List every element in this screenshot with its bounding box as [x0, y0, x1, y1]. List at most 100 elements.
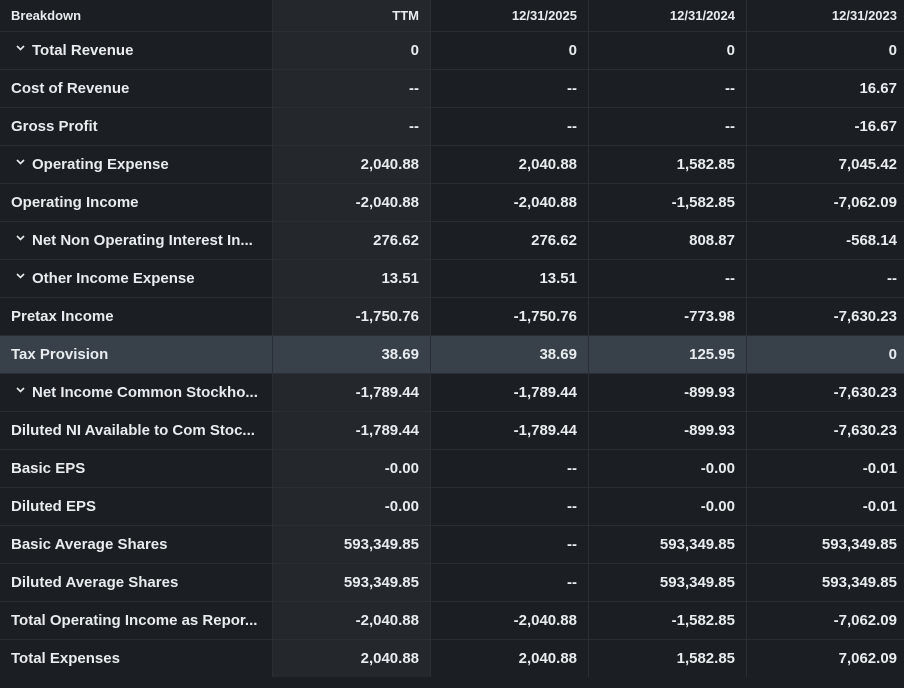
- row-label: Operating Income: [0, 184, 272, 221]
- value-cell-2024: 808.87: [589, 222, 746, 259]
- value-cell-2024: --: [589, 70, 746, 107]
- row-label-expandable[interactable]: Net Non Operating Interest In...: [0, 222, 272, 259]
- value-cell-2024: --: [589, 260, 746, 297]
- chevron-down-icon[interactable]: [16, 159, 25, 167]
- value-cell-ttm: --: [273, 108, 430, 145]
- value-cell-2025: 276.62: [431, 222, 588, 259]
- row-label: Basic Average Shares: [0, 526, 272, 563]
- value-cell-2025: -1,789.44: [431, 374, 588, 411]
- row-label: Total Expenses: [0, 640, 272, 677]
- value-cell-2025: --: [431, 526, 588, 563]
- value-cell-2025: -2,040.88: [431, 184, 588, 221]
- value-cell-ttm: 276.62: [273, 222, 430, 259]
- value-cell-2024: 593,349.85: [589, 564, 746, 601]
- row-label-text: Basic EPS: [11, 460, 86, 477]
- value-cell-2023: -7,630.23: [747, 374, 904, 411]
- value-cell-2024: --: [589, 108, 746, 145]
- value-cell-2025: 0: [431, 32, 588, 69]
- value-cell-2023: 0: [747, 336, 904, 373]
- value-cell-2024: 1,582.85: [589, 640, 746, 677]
- column-header-2025[interactable]: 12/31/2025: [431, 0, 588, 31]
- value-cell-2024: 125.95: [589, 336, 746, 373]
- value-cell-2024: -899.93: [589, 412, 746, 449]
- row-label-text: Operating Income: [11, 194, 139, 211]
- column-header-2024[interactable]: 12/31/2024: [589, 0, 746, 31]
- value-cell-ttm: 2,040.88: [273, 640, 430, 677]
- row-label-text: Gross Profit: [11, 118, 98, 135]
- value-cell-2025: 2,040.88: [431, 640, 588, 677]
- value-cell-2023: 7,062.09: [747, 640, 904, 677]
- chevron-down-icon[interactable]: [16, 45, 25, 53]
- row-label: Gross Profit: [0, 108, 272, 145]
- value-cell-ttm: -1,789.44: [273, 374, 430, 411]
- value-cell-2024: -0.00: [589, 488, 746, 525]
- value-cell-ttm: 0: [273, 32, 430, 69]
- row-label: Diluted EPS: [0, 488, 272, 525]
- value-cell-2025: --: [431, 564, 588, 601]
- row-label-expandable[interactable]: Other Income Expense: [0, 260, 272, 297]
- chevron-down-icon[interactable]: [16, 387, 25, 395]
- value-cell-2025: 2,040.88: [431, 146, 588, 183]
- row-label: Diluted Average Shares: [0, 564, 272, 601]
- row-label-expandable[interactable]: Net Income Common Stockho...: [0, 374, 272, 411]
- column-header-ttm[interactable]: TTM: [273, 0, 430, 31]
- row-label-text: Total Operating Income as Repor...: [11, 612, 258, 629]
- row-label: Basic EPS: [0, 450, 272, 487]
- value-cell-2023: --: [747, 260, 904, 297]
- value-cell-2023: -7,630.23: [747, 298, 904, 335]
- row-label: Pretax Income: [0, 298, 272, 335]
- value-cell-2025: --: [431, 70, 588, 107]
- row-label-text: Diluted EPS: [11, 498, 97, 515]
- value-cell-2025: -1,750.76: [431, 298, 588, 335]
- value-cell-2025: --: [431, 108, 588, 145]
- value-cell-ttm: 593,349.85: [273, 526, 430, 563]
- value-cell-2023: -7,062.09: [747, 184, 904, 221]
- value-cell-2024: -0.00: [589, 450, 746, 487]
- value-cell-ttm: 593,349.85: [273, 564, 430, 601]
- value-cell-2023: -568.14: [747, 222, 904, 259]
- value-cell-ttm: -0.00: [273, 488, 430, 525]
- row-label: Cost of Revenue: [0, 70, 272, 107]
- value-cell-ttm: 2,040.88: [273, 146, 430, 183]
- value-cell-2025: -2,040.88: [431, 602, 588, 639]
- value-cell-2025: 38.69: [431, 336, 588, 373]
- column-header-2023[interactable]: 12/31/2023: [747, 0, 904, 31]
- value-cell-2025: 13.51: [431, 260, 588, 297]
- value-cell-2023: 593,349.85: [747, 526, 904, 563]
- row-label-text: Pretax Income: [11, 308, 114, 325]
- value-cell-2024: 1,582.85: [589, 146, 746, 183]
- value-cell-2023: -0.01: [747, 488, 904, 525]
- chevron-down-icon[interactable]: [16, 235, 25, 243]
- row-label: Tax Provision: [0, 336, 272, 373]
- row-label: Diluted NI Available to Com Stoc...: [0, 412, 272, 449]
- row-label-text: Tax Provision: [11, 346, 109, 363]
- value-cell-2023: -7,630.23: [747, 412, 904, 449]
- value-cell-ttm: 38.69: [273, 336, 430, 373]
- value-cell-2025: -1,789.44: [431, 412, 588, 449]
- value-cell-2023: 0: [747, 32, 904, 69]
- row-label-text: Diluted NI Available to Com Stoc...: [11, 422, 255, 439]
- row-label-text: Basic Average Shares: [11, 536, 168, 553]
- value-cell-ttm: -1,789.44: [273, 412, 430, 449]
- row-label-expandable[interactable]: Operating Expense: [0, 146, 272, 183]
- value-cell-2023: 16.67: [747, 70, 904, 107]
- value-cell-2024: -899.93: [589, 374, 746, 411]
- value-cell-2023: -7,062.09: [747, 602, 904, 639]
- row-label-expandable[interactable]: Total Revenue: [0, 32, 272, 69]
- value-cell-2024: -1,582.85: [589, 602, 746, 639]
- value-cell-2024: 0: [589, 32, 746, 69]
- value-cell-2024: 593,349.85: [589, 526, 746, 563]
- value-cell-2023: -0.01: [747, 450, 904, 487]
- value-cell-2023: 593,349.85: [747, 564, 904, 601]
- value-cell-ttm: 13.51: [273, 260, 430, 297]
- chevron-down-icon[interactable]: [16, 273, 25, 281]
- row-label: Total Operating Income as Repor...: [0, 602, 272, 639]
- value-cell-ttm: -0.00: [273, 450, 430, 487]
- value-cell-ttm: -2,040.88: [273, 602, 430, 639]
- row-label-text: Total Expenses: [11, 650, 120, 667]
- row-label-text: Other Income Expense: [32, 270, 195, 287]
- value-cell-ttm: -2,040.88: [273, 184, 430, 221]
- value-cell-ttm: --: [273, 70, 430, 107]
- value-cell-2024: -1,582.85: [589, 184, 746, 221]
